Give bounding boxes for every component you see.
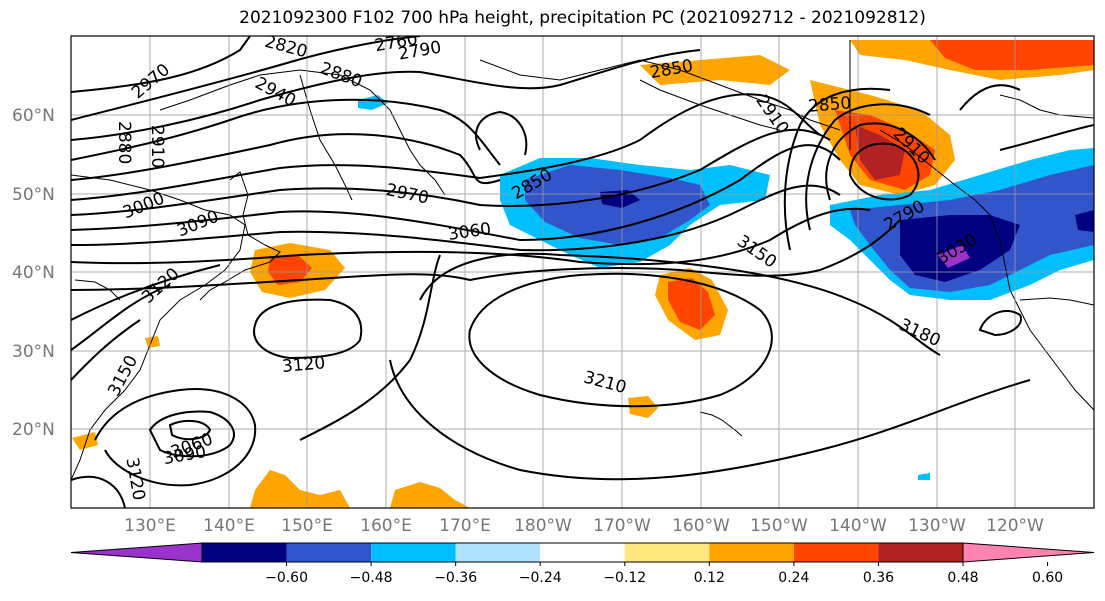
colorbar-tick-label: 0.60 xyxy=(1032,570,1063,586)
gridlines xyxy=(71,36,1094,508)
lat-label: 30°N xyxy=(12,342,55,362)
colorbar-segment xyxy=(286,543,372,562)
colorbar-tick-label: 0.36 xyxy=(863,570,894,586)
contour-label: 3120 xyxy=(281,353,326,377)
colorbar-segment xyxy=(371,543,456,562)
colorbar-tick-label: 0.24 xyxy=(778,570,809,586)
latitude-labels: 60°N 50°N 40°N 30°N 20°N xyxy=(12,106,55,440)
colorbar-extension-low xyxy=(70,542,203,563)
colorbar-segment xyxy=(540,543,625,562)
colorbar: −0.60 −0.48 −0.36 −0.24 −0.12 0.12 0.24 0.36 0.4… xyxy=(70,542,1095,586)
colorbar-segment xyxy=(202,543,287,562)
colorbar-tick-label: −0.36 xyxy=(434,570,477,586)
lon-label: 130°W xyxy=(908,516,966,536)
colorbar-segment xyxy=(624,543,710,562)
lon-label: 160°W xyxy=(672,516,730,536)
contour-label: 2910 xyxy=(147,125,167,168)
lat-label: 50°N xyxy=(12,185,55,205)
lat-label: 40°N xyxy=(12,263,55,283)
contour-label: 2850 xyxy=(807,93,852,117)
colorbar-segment xyxy=(455,543,541,562)
colorbar-segment xyxy=(709,543,794,562)
map-title: 2021092300 F102 700 hPa height, precipit… xyxy=(239,8,926,28)
lon-label: 150°E xyxy=(281,516,333,536)
lon-label: 170°E xyxy=(439,516,491,536)
longitude-labels: 130°E 140°E 150°E 160°E 170°E 180°W 170°… xyxy=(124,516,1044,536)
contour-label: 2880 xyxy=(114,121,134,164)
lon-label: 150°W xyxy=(750,516,808,536)
lon-label: 140°W xyxy=(829,516,887,536)
colorbar-tick-label: 0.12 xyxy=(694,570,725,586)
colorbar-tick-label: −0.60 xyxy=(265,570,308,586)
colorbar-tick-label: −0.24 xyxy=(519,570,562,586)
lon-label: 140°E xyxy=(203,516,255,536)
height-contours xyxy=(71,36,1094,508)
colorbar-segment xyxy=(793,543,879,562)
map-frame xyxy=(70,35,1095,509)
colorbar-segment xyxy=(878,543,963,562)
lon-label: 130°E xyxy=(124,516,176,536)
lat-label: 20°N xyxy=(12,420,55,440)
colorbar-tick-label: −0.12 xyxy=(603,570,646,586)
lat-label: 60°N xyxy=(12,106,55,126)
colorbar-tick-label: −0.48 xyxy=(350,570,393,586)
colorbar-extension-high xyxy=(962,542,1095,563)
lon-label: 180°W xyxy=(514,516,572,536)
colorbar-tick-label: 0.48 xyxy=(947,570,978,586)
lon-label: 160°E xyxy=(360,516,412,536)
lon-label: 120°W xyxy=(986,516,1044,536)
lon-label: 170°W xyxy=(593,516,651,536)
